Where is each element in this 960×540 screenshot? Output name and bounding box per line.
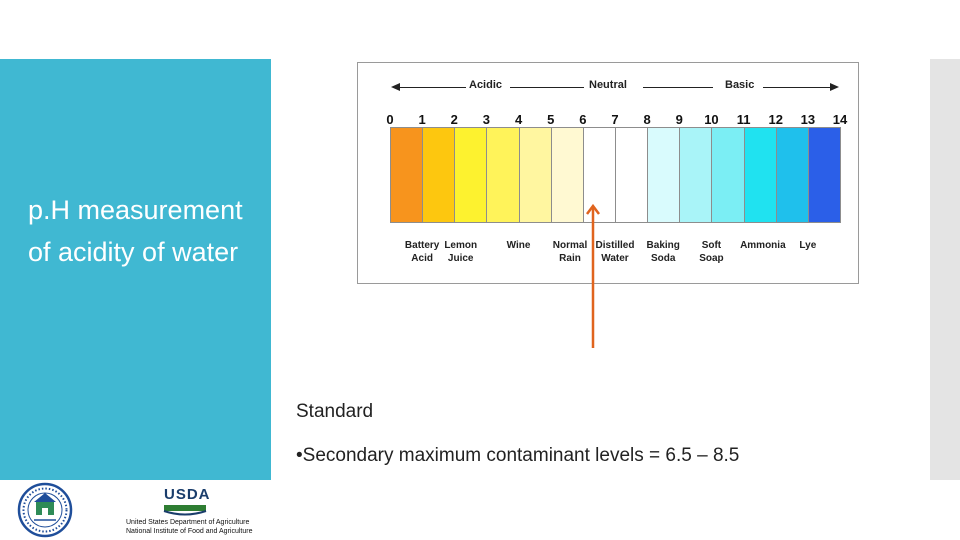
hud-seal-logo — [17, 482, 73, 538]
ph-number-label: 8 — [643, 112, 651, 127]
ph-cell — [743, 127, 777, 223]
ph-number-label: 2 — [450, 112, 458, 127]
ph-number-label: 4 — [514, 112, 523, 127]
ph-example-label: Battery Acid — [404, 240, 440, 264]
acidic-label: Acidic — [466, 79, 506, 91]
arrow-line-segment — [510, 87, 584, 88]
arrow-line-segment — [763, 87, 831, 88]
ph-example-label: Distilled Water — [595, 240, 635, 264]
basic-label: Basic — [722, 79, 758, 91]
slide-title: p.H measurement of acidity of water — [28, 195, 243, 267]
ph-cell — [679, 127, 713, 223]
standard-bullet: •Secondary maximum contaminant levels = … — [296, 445, 739, 467]
ph-color-strip — [390, 127, 841, 223]
arrow-line-segment — [643, 87, 713, 88]
ph-cell — [486, 127, 520, 223]
usda-logo — [163, 505, 207, 516]
bullet-dot: • — [296, 445, 303, 466]
standard-bullet-text: Secondary maximum contaminant levels = 6… — [302, 445, 740, 466]
basic-arrow-head-icon — [830, 83, 839, 91]
ph-cell — [615, 127, 649, 223]
ph-number-label: 14 — [832, 112, 848, 127]
ph-number-label: 6 — [579, 112, 587, 127]
ph-cell — [647, 127, 681, 223]
right-edge-strip — [930, 59, 960, 480]
ph-cell — [518, 127, 552, 223]
ph-cell — [775, 127, 809, 223]
ph-example-label: Soft Soap — [699, 240, 724, 264]
ph-cell — [582, 127, 616, 223]
ph-example-label: Ammonia — [740, 240, 786, 251]
usda-agency-name: United States Department of Agriculture — [126, 519, 250, 526]
ph-example-label: Wine — [506, 240, 531, 251]
title-panel — [0, 59, 271, 480]
ph-number-label: 12 — [768, 112, 783, 127]
usda-wordmark: USDA — [164, 486, 211, 503]
ph-number-label: 3 — [482, 112, 491, 127]
ph-number-label: 10 — [704, 112, 719, 127]
ph-scale-figure: Acidic Neutral Basic 0 1 2 3 4 5 6 7 8 9 10 11 12 13 1… — [357, 62, 859, 284]
ph-number-label: 9 — [675, 112, 683, 127]
ph-cell — [711, 127, 745, 223]
ph-example-label: Baking Soda — [646, 240, 680, 264]
ph-cell — [422, 127, 456, 223]
ph-number-label: 11 — [736, 112, 751, 127]
arrow-line-segment — [400, 87, 468, 88]
ph-number-label: 5 — [547, 112, 555, 127]
usda-institute-name: National Institute of Food and Agricultu… — [126, 528, 253, 535]
standard-heading: Standard — [296, 401, 374, 422]
ph-number-label: 1 — [418, 112, 426, 127]
ph-number-label: 0 — [386, 112, 394, 127]
ph-number-label: 7 — [611, 112, 619, 127]
ph-cell — [550, 127, 584, 223]
ph-cell — [390, 127, 424, 223]
ph-cell — [454, 127, 488, 223]
ph-cell — [807, 127, 841, 223]
ph-example-label: Normal Rain — [552, 240, 588, 264]
neutral-pointer-arrow-icon — [586, 203, 600, 348]
neutral-label: Neutral — [586, 79, 630, 91]
acidic-arrow-head-icon — [391, 83, 400, 91]
ph-example-label: Lye — [799, 240, 817, 251]
ph-number-label: 13 — [800, 112, 816, 127]
ph-example-label: Lemon Juice — [444, 240, 478, 264]
